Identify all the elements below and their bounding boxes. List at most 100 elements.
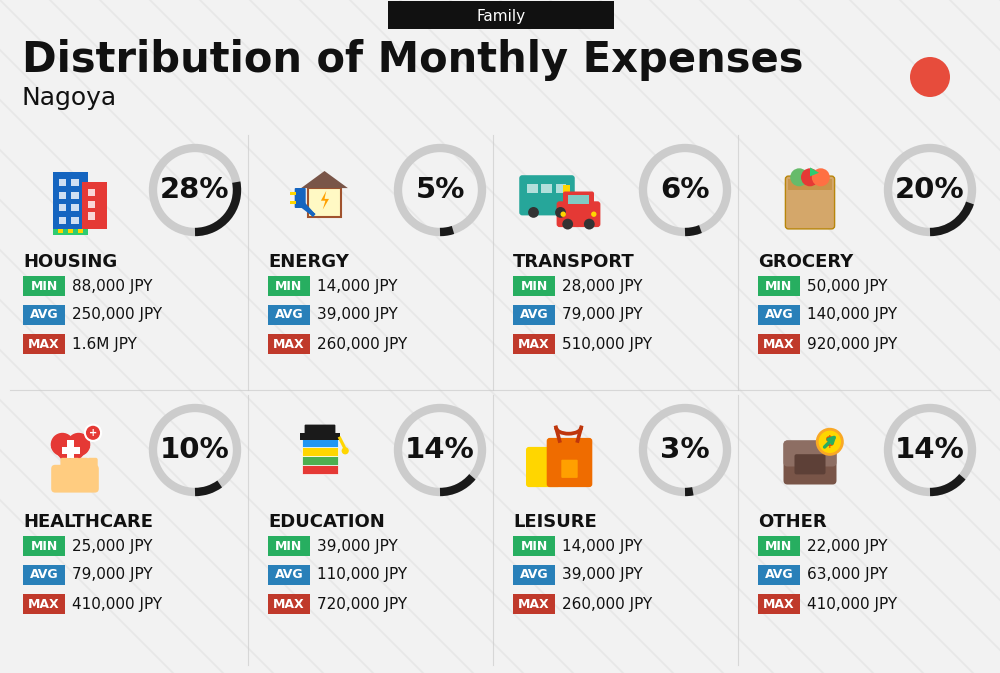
Text: 140,000 JPY: 140,000 JPY xyxy=(807,308,897,322)
FancyBboxPatch shape xyxy=(23,305,65,325)
Text: MAX: MAX xyxy=(518,598,550,610)
Text: 3%: 3% xyxy=(660,436,710,464)
Text: MAX: MAX xyxy=(273,598,305,610)
FancyBboxPatch shape xyxy=(67,440,74,458)
FancyBboxPatch shape xyxy=(563,192,594,208)
FancyBboxPatch shape xyxy=(62,447,80,454)
Text: HEALTHCARE: HEALTHCARE xyxy=(23,513,153,531)
FancyBboxPatch shape xyxy=(268,276,310,296)
FancyBboxPatch shape xyxy=(51,465,99,493)
FancyBboxPatch shape xyxy=(513,594,555,614)
FancyBboxPatch shape xyxy=(784,441,836,485)
FancyBboxPatch shape xyxy=(305,425,335,435)
Circle shape xyxy=(67,433,90,456)
Text: +: + xyxy=(89,428,97,438)
FancyBboxPatch shape xyxy=(71,217,79,224)
FancyBboxPatch shape xyxy=(513,276,555,296)
FancyBboxPatch shape xyxy=(23,594,65,614)
FancyBboxPatch shape xyxy=(758,305,800,325)
FancyBboxPatch shape xyxy=(302,465,338,474)
FancyBboxPatch shape xyxy=(295,188,306,208)
Text: 39,000 JPY: 39,000 JPY xyxy=(317,538,398,553)
Text: 22,000 JPY: 22,000 JPY xyxy=(807,538,888,553)
Circle shape xyxy=(812,168,830,186)
Text: 1.6M JPY: 1.6M JPY xyxy=(72,336,137,351)
FancyBboxPatch shape xyxy=(68,229,73,233)
FancyBboxPatch shape xyxy=(59,179,66,186)
Circle shape xyxy=(584,219,595,229)
Text: 10%: 10% xyxy=(160,436,230,464)
FancyBboxPatch shape xyxy=(758,276,800,296)
Polygon shape xyxy=(321,191,329,210)
Text: AVG: AVG xyxy=(30,308,58,322)
FancyBboxPatch shape xyxy=(513,565,555,585)
FancyBboxPatch shape xyxy=(784,441,836,466)
FancyBboxPatch shape xyxy=(71,205,79,211)
FancyBboxPatch shape xyxy=(758,565,800,585)
Text: 14%: 14% xyxy=(895,436,965,464)
FancyBboxPatch shape xyxy=(82,182,107,229)
FancyBboxPatch shape xyxy=(568,195,589,205)
Circle shape xyxy=(910,57,950,97)
FancyBboxPatch shape xyxy=(71,179,79,186)
FancyBboxPatch shape xyxy=(547,438,592,487)
FancyBboxPatch shape xyxy=(519,175,575,215)
Text: MAX: MAX xyxy=(763,598,795,610)
Text: $: $ xyxy=(825,435,835,449)
FancyBboxPatch shape xyxy=(71,192,79,199)
Text: MIN: MIN xyxy=(30,279,58,293)
Text: MIN: MIN xyxy=(765,540,793,553)
Text: EDUCATION: EDUCATION xyxy=(268,513,385,531)
Text: 28%: 28% xyxy=(160,176,230,204)
Text: 920,000 JPY: 920,000 JPY xyxy=(807,336,897,351)
FancyBboxPatch shape xyxy=(53,229,88,235)
Text: AVG: AVG xyxy=(765,308,793,322)
Text: TRANSPORT: TRANSPORT xyxy=(513,253,635,271)
Text: 39,000 JPY: 39,000 JPY xyxy=(562,567,643,583)
FancyBboxPatch shape xyxy=(541,184,552,192)
Text: 39,000 JPY: 39,000 JPY xyxy=(317,308,398,322)
FancyBboxPatch shape xyxy=(88,189,95,197)
FancyBboxPatch shape xyxy=(69,458,80,474)
Text: 14,000 JPY: 14,000 JPY xyxy=(562,538,642,553)
Text: 260,000 JPY: 260,000 JPY xyxy=(562,596,652,612)
FancyBboxPatch shape xyxy=(513,305,555,325)
Text: 5%: 5% xyxy=(415,176,465,204)
Text: MIN: MIN xyxy=(765,279,793,293)
FancyBboxPatch shape xyxy=(758,536,800,556)
FancyBboxPatch shape xyxy=(557,201,600,227)
Polygon shape xyxy=(301,171,348,188)
Text: 510,000 JPY: 510,000 JPY xyxy=(562,336,652,351)
Text: Nagoya: Nagoya xyxy=(22,86,117,110)
Text: 20%: 20% xyxy=(895,176,965,204)
FancyBboxPatch shape xyxy=(268,594,310,614)
Text: 50,000 JPY: 50,000 JPY xyxy=(807,279,888,293)
Circle shape xyxy=(801,168,819,186)
Text: 260,000 JPY: 260,000 JPY xyxy=(317,336,407,351)
Circle shape xyxy=(528,207,539,218)
FancyBboxPatch shape xyxy=(53,172,88,233)
Text: 88,000 JPY: 88,000 JPY xyxy=(72,279,152,293)
Circle shape xyxy=(817,429,842,454)
Text: GROCERY: GROCERY xyxy=(758,253,853,271)
FancyBboxPatch shape xyxy=(268,334,310,354)
Circle shape xyxy=(790,168,808,186)
FancyBboxPatch shape xyxy=(23,334,65,354)
Text: MAX: MAX xyxy=(273,337,305,351)
Text: MAX: MAX xyxy=(28,598,60,610)
Polygon shape xyxy=(810,168,819,176)
Text: 14%: 14% xyxy=(405,436,475,464)
FancyBboxPatch shape xyxy=(88,201,95,208)
Text: MIN: MIN xyxy=(275,279,303,293)
Circle shape xyxy=(51,433,74,456)
Circle shape xyxy=(85,425,101,441)
FancyBboxPatch shape xyxy=(268,536,310,556)
Text: OTHER: OTHER xyxy=(758,513,827,531)
FancyBboxPatch shape xyxy=(78,458,89,474)
FancyBboxPatch shape xyxy=(302,447,338,456)
Polygon shape xyxy=(51,447,90,470)
FancyBboxPatch shape xyxy=(268,305,310,325)
FancyBboxPatch shape xyxy=(87,458,98,474)
Text: AVG: AVG xyxy=(30,569,58,581)
Text: 14,000 JPY: 14,000 JPY xyxy=(317,279,398,293)
